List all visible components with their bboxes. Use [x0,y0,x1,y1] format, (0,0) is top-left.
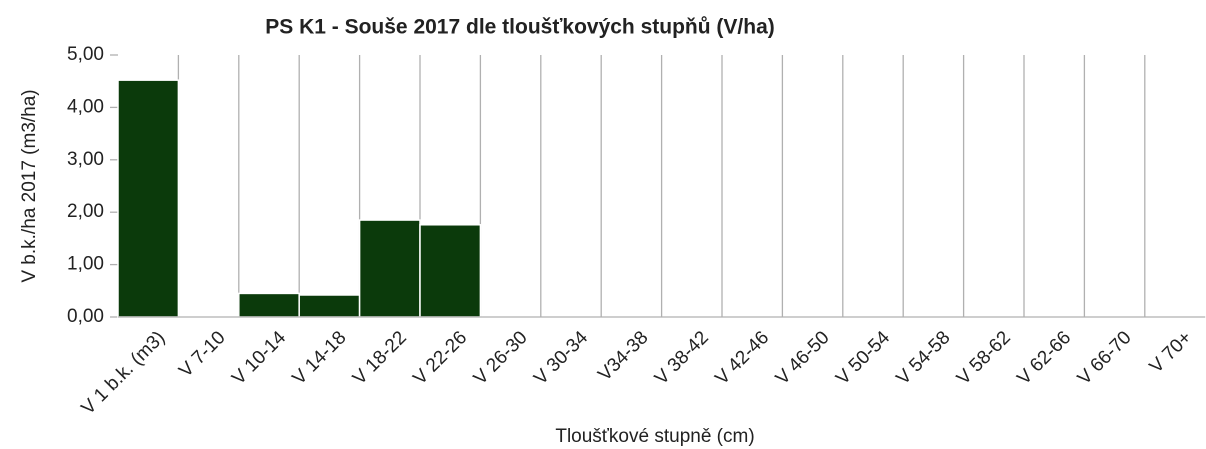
x-tick-label: V 70+ [1146,327,1196,377]
y-axis-title: V b.k./ha 2017 (m3/ha) [19,89,40,282]
y-tick-label: 0,00 [67,306,104,327]
y-tick-label: 3,00 [67,149,104,170]
x-tick-label: V 38-42 [651,327,713,389]
x-tick-label: V 50-54 [832,327,894,389]
y-tick-label: 2,00 [67,201,104,222]
y-tick-label: 5,00 [67,44,104,65]
x-tick-label: V 1 b.k. (m3) [78,327,170,419]
x-tick-label: V 22-26 [409,327,471,389]
x-tick-label: V 26-30 [470,327,532,389]
x-tick-label: V 54-58 [893,327,955,389]
x-tick-label: V 14-18 [289,327,351,389]
x-tick-label: V 7-10 [175,327,229,381]
x-tick-label: V 42-46 [711,327,773,389]
x-tick-label: V34-38 [594,327,652,385]
x-tick-label: V 62-66 [1013,327,1075,389]
bar [419,224,482,318]
x-tick-label: V 18-22 [349,327,411,389]
y-tick-label: 4,00 [67,96,104,117]
chart-title: PS K1 - Souše 2017 dle tloušťkových stup… [265,16,775,39]
x-tick-label: V 66-70 [1074,327,1136,389]
y-tick-label: 1,00 [67,254,104,275]
bar [238,292,300,318]
x-tick-label: V 58-62 [953,327,1015,389]
x-tick-label: V 30-34 [530,327,592,389]
bar [298,294,361,318]
bar [358,219,421,318]
x-axis-title: Tloušťkové stupně (cm) [555,426,754,447]
bar [117,79,180,318]
x-tick-label: V 46-50 [772,327,834,389]
x-tick-label: V 10-14 [228,327,290,389]
